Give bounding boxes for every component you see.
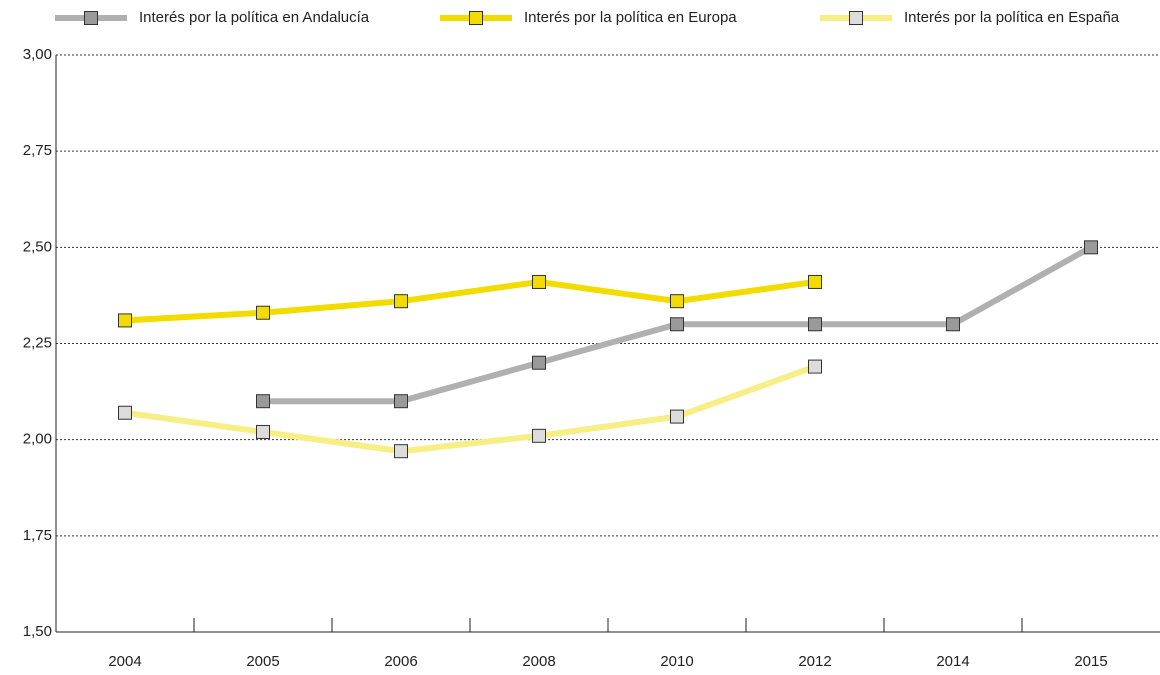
x-tick-label: 2006 (384, 653, 417, 670)
point-marker (532, 274, 546, 289)
x-tick-label: 2010 (660, 653, 693, 670)
legend-label: Interés por la política en Europa (524, 9, 737, 26)
point-marker (670, 294, 684, 309)
point-marker (394, 294, 408, 309)
x-tick-label: 2008 (522, 653, 555, 670)
y-tick-label: 3,00 (23, 46, 52, 63)
point-marker (808, 317, 822, 332)
point-marker (118, 405, 132, 420)
point-marker (670, 317, 684, 332)
y-tick-label: 1,75 (23, 527, 52, 544)
point-marker (532, 355, 546, 370)
point-marker (394, 394, 408, 409)
y-tick-label: 2,50 (23, 238, 52, 255)
y-tick-label: 1,50 (23, 623, 52, 640)
point-marker (670, 409, 684, 424)
y-tick-label: 2,25 (23, 334, 52, 351)
point-marker (808, 359, 822, 374)
point-marker (532, 428, 546, 443)
point-marker (256, 424, 270, 439)
y-tick-label: 2,00 (23, 431, 52, 448)
point-marker (118, 313, 132, 328)
x-tick-label: 2005 (246, 653, 279, 670)
legend-label: Interés por la política en España (904, 9, 1120, 26)
point-marker (808, 274, 822, 289)
series-line (124, 278, 816, 324)
point-marker (1084, 240, 1098, 255)
point-marker (946, 317, 960, 332)
x-tick-label: 2004 (108, 653, 141, 670)
legend-label: Interés por la política en Andalucía (139, 9, 370, 26)
legend-marker (84, 11, 98, 25)
point-marker (256, 394, 270, 409)
point-marker (394, 444, 408, 459)
series-line (124, 363, 817, 455)
y-tick-label: 2,75 (23, 142, 52, 159)
legend-marker (849, 11, 863, 25)
x-tick-label: 2015 (1074, 653, 1107, 670)
x-tick-label: 2014 (936, 653, 969, 670)
point-marker (256, 305, 270, 320)
x-tick-label: 2012 (798, 653, 831, 670)
legend-marker (469, 11, 483, 25)
